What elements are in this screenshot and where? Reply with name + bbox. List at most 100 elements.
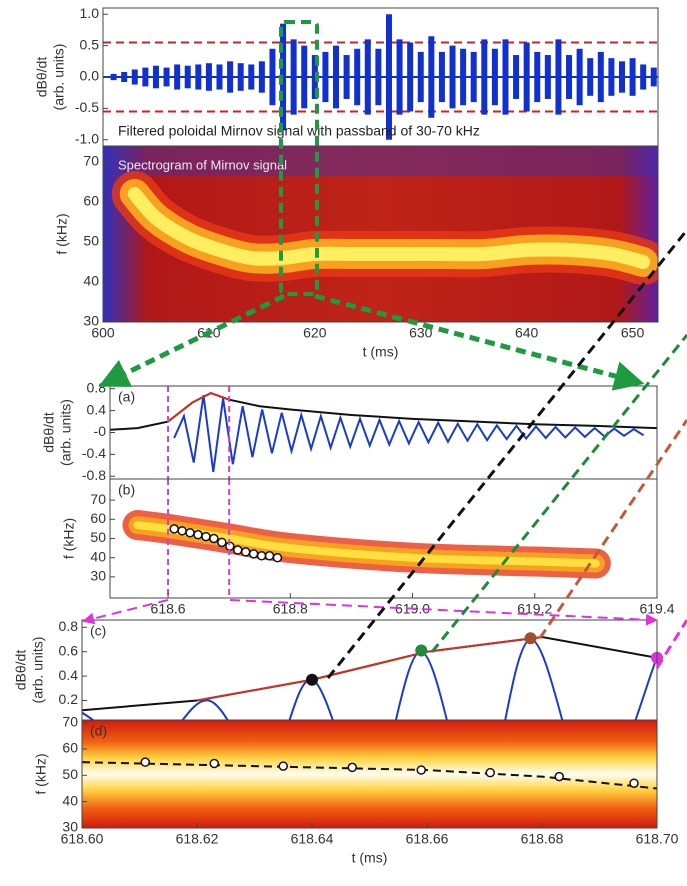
y-axis-label: dBθ/dt <box>41 412 57 453</box>
axes-frame <box>81 719 658 829</box>
y-tick-label: 1.0 <box>80 5 100 21</box>
zoom-arrow <box>82 599 169 625</box>
panel: 1.0 0.5 0.0 -0.5 -1.0 dBθ/dt (arb. units) Filte… <box>34 5 659 147</box>
x-tick-label: 618.8 <box>273 601 308 617</box>
guide-line <box>655 619 687 669</box>
annotation: Spectrogram of Mirnov signal <box>118 157 287 172</box>
y-tick-label: 0.5 <box>80 36 100 52</box>
x-tick-label: 618.66 <box>406 831 449 847</box>
y-tick-label: 50 <box>90 529 106 545</box>
guide-line <box>538 419 687 639</box>
y-tick-label: 30 <box>83 313 99 329</box>
y-tick-label: 0.2 <box>59 691 79 707</box>
zoom-arrow <box>314 293 645 391</box>
y-tick-label: 0.4 <box>87 401 107 417</box>
highlight-point <box>415 644 428 657</box>
y-tick-label: 0.4 <box>59 667 79 683</box>
y-axis-label: (arb. units) <box>58 399 74 466</box>
panel: 30 40 50 60 70 618.60 618.62 618.64 618.66 618.68… <box>33 713 679 865</box>
ridge-point <box>185 527 195 538</box>
y-tick-label: -0 <box>94 423 107 439</box>
series-line <box>82 638 657 720</box>
x-tick-label: 618.62 <box>176 831 219 847</box>
x-axis-label: t (ms) <box>363 344 399 360</box>
plot-area <box>82 720 657 828</box>
ridge-point <box>629 778 639 788</box>
ridge-point <box>201 531 211 542</box>
y-tick-label: 0.8 <box>59 618 79 634</box>
y-axis-label: dBθ/dt <box>13 650 29 691</box>
ridge-point <box>240 547 251 557</box>
zoom-arrow <box>229 599 658 626</box>
plot-area <box>122 510 611 579</box>
heatmap-background <box>103 146 658 176</box>
x-tick-label: 618.68 <box>521 831 564 847</box>
ridge-point <box>416 765 426 775</box>
series-line <box>167 392 230 423</box>
y-tick-label: -0.4 <box>82 445 106 461</box>
ridge-point <box>232 545 243 555</box>
y-tick-label: 0.6 <box>59 642 79 658</box>
panel: 0.8 0.6 0.4 0.2 dBθ/dt (arb. units) (c) <box>13 618 663 721</box>
ridge-point <box>140 757 150 767</box>
ridge-point <box>248 549 259 559</box>
x-tick-label: 618.70 <box>636 831 679 847</box>
x-tick-label: 650 <box>621 325 645 341</box>
ridge-point <box>169 524 179 534</box>
zoom-box <box>279 20 319 296</box>
y-tick-label: 60 <box>90 510 106 526</box>
y-tick-label: 40 <box>90 548 106 564</box>
axes-frame <box>81 619 658 721</box>
x-tick-label: 619.4 <box>639 601 674 617</box>
ridge-point <box>347 762 357 773</box>
axes-frame <box>102 145 659 323</box>
x-tick-label: 600 <box>91 325 115 341</box>
y-tick-label: 40 <box>83 273 99 289</box>
y-tick-label: 0.8 <box>87 379 107 395</box>
y-tick-label: 70 <box>83 153 99 169</box>
ridge-point <box>217 537 227 548</box>
ridge-point <box>264 551 275 561</box>
y-tick-label: -0.5 <box>75 99 99 115</box>
ridge-point <box>209 533 219 544</box>
panel-label: (c) <box>90 623 106 639</box>
y-tick-label: 50 <box>83 233 99 249</box>
x-axis-label: t (ms) <box>352 850 388 866</box>
series-line <box>82 636 657 712</box>
plot-area <box>103 146 658 322</box>
x-tick-label: 640 <box>515 325 539 341</box>
ridge-point <box>209 758 219 769</box>
annotation: Filtered poloidal Mirnov signal with pas… <box>118 123 480 139</box>
x-tick-label: 630 <box>409 325 433 341</box>
ridge-point <box>278 761 288 771</box>
y-axis-label: (arb. units) <box>51 44 67 111</box>
y-tick-label: 70 <box>62 713 78 729</box>
y-axis-label: f (kHz) <box>61 518 77 559</box>
panel-label: (a) <box>118 389 135 405</box>
y-tick-label: -0.8 <box>82 467 106 483</box>
ridge-point <box>554 771 564 782</box>
y-tick-label: -1.0 <box>75 130 99 146</box>
x-tick-label: 618.6 <box>151 601 186 617</box>
y-axis-label: f (kHz) <box>54 213 70 254</box>
panel: 0.8 0.4 -0 -0.4 -0.8 dBθ/dt (arb. units) (a) <box>41 379 658 483</box>
series-line <box>173 395 645 473</box>
y-tick-label: 40 <box>62 792 78 808</box>
y-tick-label: 50 <box>62 766 78 782</box>
panel-label: (b) <box>118 482 135 498</box>
ridge-point <box>485 767 495 778</box>
plot-area <box>82 636 657 720</box>
ridge-point <box>272 552 283 563</box>
y-tick-label: 0.0 <box>80 68 100 84</box>
plot-area <box>110 392 657 473</box>
heat-band-core <box>127 187 651 269</box>
highlight-point <box>306 673 318 686</box>
y-axis-label: (arb. units) <box>30 637 46 704</box>
ridge-point <box>177 526 187 536</box>
x-tick-label: 619.2 <box>517 601 552 617</box>
heatmap-background <box>82 720 657 828</box>
x-tick-label: 618.64 <box>291 831 334 847</box>
